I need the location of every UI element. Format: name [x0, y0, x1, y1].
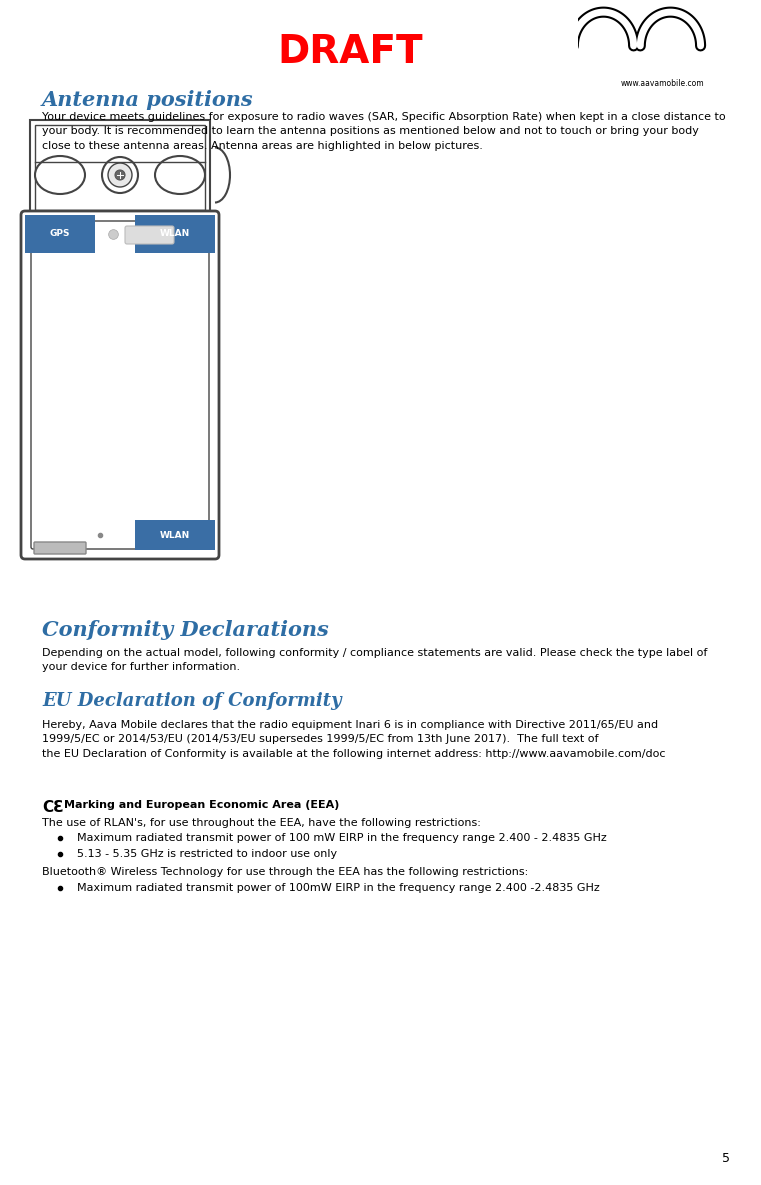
Polygon shape: [30, 120, 210, 214]
Text: The use of RLAN's, for use throughout the EEA, have the following restrictions:: The use of RLAN's, for use throughout th…: [42, 818, 481, 828]
Text: Maximum radiated transmit power of 100 mW EIRP in the frequency range 2.400 - 2.: Maximum radiated transmit power of 100 m…: [77, 833, 607, 843]
Text: Maximum radiated transmit power of 100mW EIRP in the frequency range 2.400 -2.48: Maximum radiated transmit power of 100mW…: [77, 883, 600, 893]
Text: WLAN: WLAN: [160, 230, 190, 238]
Bar: [135, 520, 215, 550]
FancyBboxPatch shape: [125, 226, 174, 244]
Text: GPS: GPS: [49, 230, 70, 238]
Text: DRAFT: DRAFT: [277, 33, 423, 71]
Text: EU Declaration of Conformity: EU Declaration of Conformity: [42, 692, 342, 710]
Circle shape: [108, 164, 132, 187]
Text: 5.13 - 5.35 GHz is restricted to indoor use only: 5.13 - 5.35 GHz is restricted to indoor …: [77, 848, 337, 859]
Text: Marking and European Economic Area (EEA): Marking and European Economic Area (EEA): [64, 800, 339, 811]
Text: www.aavamobile.com: www.aavamobile.com: [620, 78, 704, 88]
Bar: [25, 214, 95, 254]
FancyBboxPatch shape: [21, 211, 219, 559]
Circle shape: [102, 156, 138, 193]
Text: Hereby, Aava Mobile declares that the radio equipment Inari 6 is in compliance w: Hereby, Aava Mobile declares that the ra…: [42, 720, 666, 758]
FancyBboxPatch shape: [31, 220, 209, 549]
Text: Depending on the actual model, following conformity / compliance statements are : Depending on the actual model, following…: [42, 648, 708, 672]
Text: 5: 5: [722, 1152, 730, 1165]
Polygon shape: [35, 124, 205, 210]
Text: CƐ: CƐ: [42, 800, 64, 815]
FancyBboxPatch shape: [34, 542, 86, 555]
Circle shape: [115, 169, 125, 180]
Text: Conformity Declarations: Conformity Declarations: [42, 620, 329, 640]
Ellipse shape: [35, 156, 85, 194]
Text: Antenna positions: Antenna positions: [42, 90, 253, 110]
Text: Your device meets guidelines for exposure to radio waves (SAR, Specific Absorpti: Your device meets guidelines for exposur…: [42, 113, 726, 150]
Text: Bluetooth® Wireless Technology for use through the EEA has the following restric: Bluetooth® Wireless Technology for use t…: [42, 867, 528, 877]
Ellipse shape: [155, 156, 205, 194]
Text: WLAN: WLAN: [160, 531, 190, 539]
Bar: [135, 214, 215, 254]
